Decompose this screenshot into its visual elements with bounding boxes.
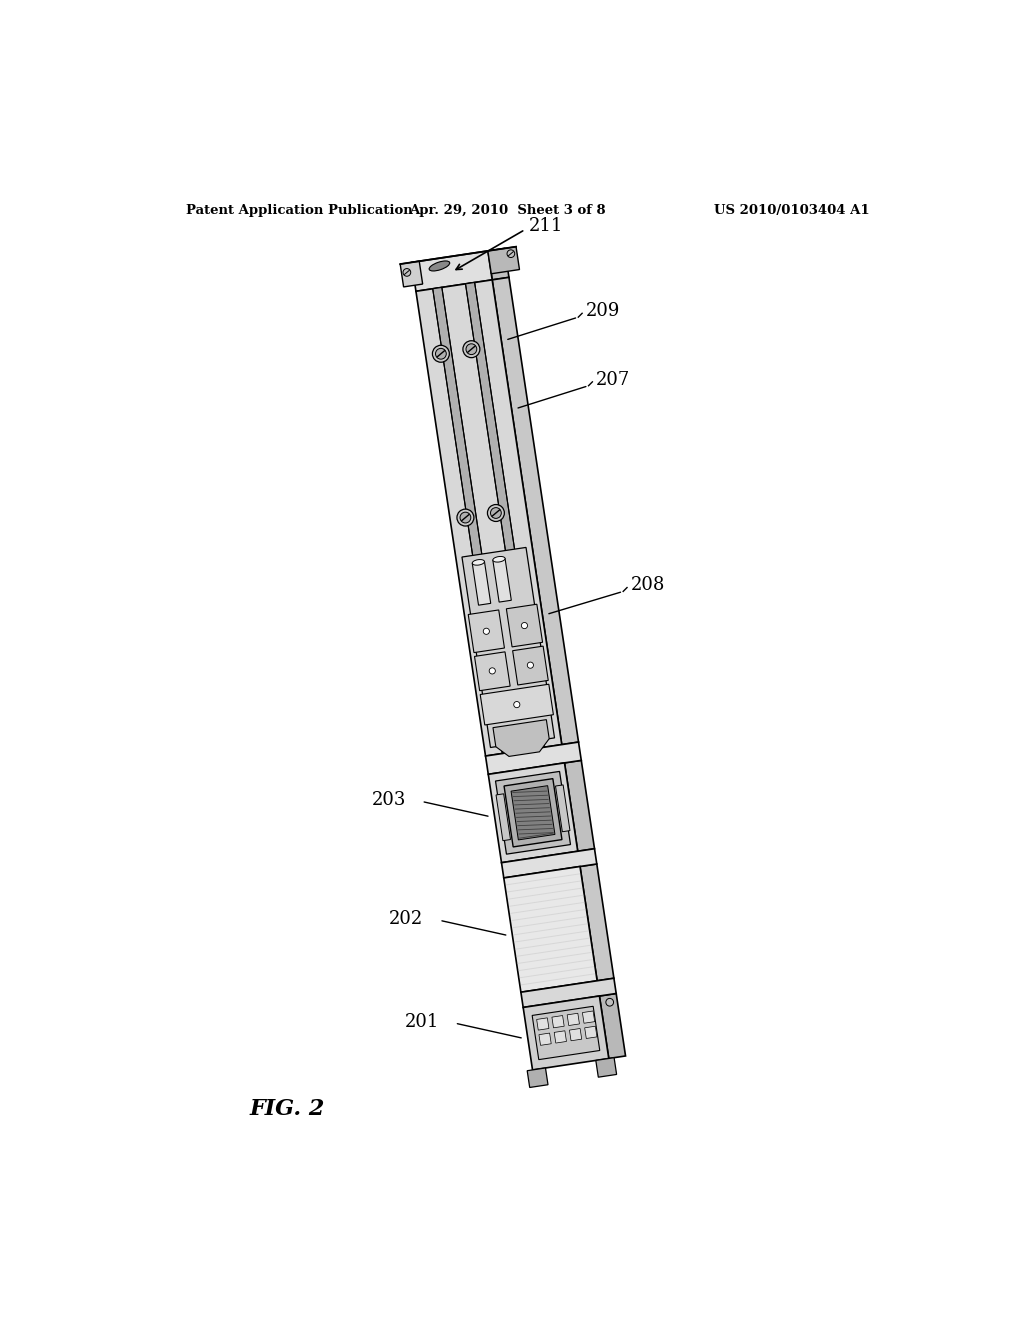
Circle shape	[466, 343, 477, 355]
Polygon shape	[472, 561, 490, 605]
Polygon shape	[555, 785, 570, 832]
Polygon shape	[511, 785, 555, 840]
Circle shape	[489, 668, 496, 675]
Polygon shape	[554, 1031, 566, 1043]
Polygon shape	[493, 719, 549, 756]
Polygon shape	[493, 277, 579, 744]
Text: 209: 209	[586, 302, 621, 319]
Polygon shape	[462, 548, 555, 747]
Text: US 2010/0103404 A1: US 2010/0103404 A1	[714, 205, 869, 218]
Polygon shape	[400, 261, 423, 286]
Circle shape	[457, 510, 474, 527]
Circle shape	[403, 268, 411, 276]
Polygon shape	[480, 684, 553, 725]
Polygon shape	[532, 1006, 600, 1060]
Polygon shape	[496, 771, 570, 854]
Polygon shape	[504, 779, 562, 847]
Polygon shape	[599, 994, 626, 1059]
Polygon shape	[596, 1057, 616, 1077]
Circle shape	[460, 512, 471, 523]
Text: 202: 202	[389, 909, 424, 928]
Polygon shape	[416, 280, 562, 756]
Polygon shape	[487, 248, 509, 280]
Text: 207: 207	[596, 371, 631, 388]
Polygon shape	[539, 1034, 551, 1045]
Polygon shape	[493, 558, 511, 602]
Polygon shape	[513, 645, 548, 685]
Circle shape	[521, 623, 527, 628]
Circle shape	[527, 663, 534, 668]
Text: FIG. 2: FIG. 2	[250, 1098, 326, 1121]
Polygon shape	[569, 1028, 582, 1040]
Circle shape	[514, 701, 520, 708]
Circle shape	[483, 628, 489, 635]
Text: 208: 208	[631, 577, 666, 594]
Polygon shape	[527, 1068, 548, 1088]
Polygon shape	[537, 1018, 549, 1030]
Text: Apr. 29, 2010  Sheet 3 of 8: Apr. 29, 2010 Sheet 3 of 8	[410, 205, 606, 218]
Polygon shape	[564, 760, 595, 851]
Ellipse shape	[472, 560, 484, 565]
Polygon shape	[521, 978, 616, 1007]
Text: Patent Application Publication: Patent Application Publication	[186, 205, 413, 218]
Circle shape	[435, 348, 446, 359]
Circle shape	[487, 504, 505, 521]
Polygon shape	[585, 1026, 597, 1039]
Polygon shape	[433, 288, 511, 754]
Ellipse shape	[429, 261, 450, 271]
Polygon shape	[488, 763, 578, 863]
Polygon shape	[412, 251, 493, 292]
Polygon shape	[468, 610, 505, 652]
Text: 211: 211	[529, 216, 563, 235]
Polygon shape	[502, 849, 597, 878]
Polygon shape	[567, 1014, 580, 1026]
Polygon shape	[485, 742, 582, 775]
Polygon shape	[496, 793, 511, 841]
Polygon shape	[474, 652, 510, 690]
Polygon shape	[487, 247, 519, 273]
Polygon shape	[580, 865, 614, 981]
Circle shape	[463, 341, 480, 358]
Circle shape	[507, 249, 515, 257]
Polygon shape	[466, 282, 544, 748]
Circle shape	[490, 508, 502, 519]
Polygon shape	[506, 605, 543, 647]
Polygon shape	[552, 1015, 564, 1028]
Circle shape	[606, 998, 613, 1006]
Ellipse shape	[493, 557, 505, 562]
Text: 201: 201	[404, 1012, 439, 1031]
Polygon shape	[523, 997, 608, 1071]
Circle shape	[432, 346, 450, 362]
Polygon shape	[504, 866, 597, 993]
Text: 203: 203	[372, 791, 406, 809]
Polygon shape	[583, 1011, 595, 1023]
